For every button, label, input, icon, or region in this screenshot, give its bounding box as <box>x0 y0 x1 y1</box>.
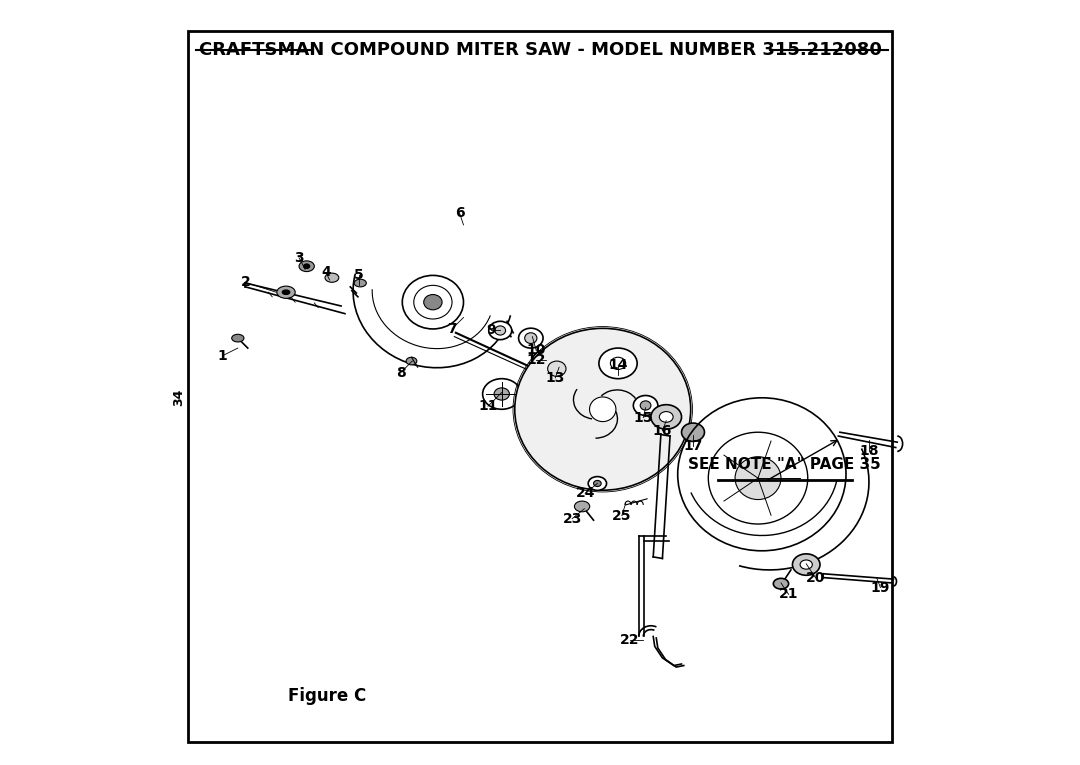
Text: 34: 34 <box>173 389 186 406</box>
Ellipse shape <box>681 423 704 441</box>
Ellipse shape <box>800 560 812 569</box>
Ellipse shape <box>299 261 314 272</box>
Text: 17: 17 <box>684 439 703 453</box>
Ellipse shape <box>525 333 537 343</box>
Ellipse shape <box>489 321 512 340</box>
Ellipse shape <box>354 279 366 287</box>
Text: 19: 19 <box>870 581 890 594</box>
Text: 15: 15 <box>634 411 653 425</box>
Ellipse shape <box>423 295 442 310</box>
Text: Figure C: Figure C <box>287 687 366 705</box>
Ellipse shape <box>406 357 417 365</box>
Ellipse shape <box>773 578 788 589</box>
Text: 5: 5 <box>354 268 364 282</box>
Ellipse shape <box>594 480 602 487</box>
Ellipse shape <box>590 397 616 422</box>
Ellipse shape <box>518 328 543 348</box>
Text: 22: 22 <box>620 633 639 647</box>
Text: 18: 18 <box>860 444 879 458</box>
Text: 12: 12 <box>526 353 545 366</box>
Ellipse shape <box>633 396 658 415</box>
Text: 21: 21 <box>779 588 798 601</box>
Text: 23: 23 <box>563 512 582 526</box>
Ellipse shape <box>575 501 590 512</box>
Ellipse shape <box>494 388 510 400</box>
Text: 13: 13 <box>545 371 565 385</box>
Ellipse shape <box>276 286 295 298</box>
Text: 2: 2 <box>241 275 251 289</box>
Ellipse shape <box>640 401 651 410</box>
Text: 24: 24 <box>576 487 595 500</box>
Ellipse shape <box>495 326 505 335</box>
Text: 1: 1 <box>218 349 228 363</box>
Ellipse shape <box>515 328 691 490</box>
Ellipse shape <box>325 273 339 282</box>
Text: 9: 9 <box>486 324 496 337</box>
Ellipse shape <box>232 334 244 342</box>
Ellipse shape <box>548 361 566 376</box>
Ellipse shape <box>532 350 559 373</box>
Text: 16: 16 <box>652 424 672 438</box>
Ellipse shape <box>651 405 681 429</box>
Text: 8: 8 <box>396 366 406 379</box>
Ellipse shape <box>659 412 673 422</box>
Ellipse shape <box>735 457 781 500</box>
Text: SEE NOTE "A" PAGE 35: SEE NOTE "A" PAGE 35 <box>688 457 881 472</box>
Ellipse shape <box>793 554 820 575</box>
Text: 4: 4 <box>321 265 330 279</box>
Ellipse shape <box>589 477 607 490</box>
Text: 20: 20 <box>806 571 825 584</box>
Ellipse shape <box>282 290 289 295</box>
Text: 14: 14 <box>608 358 627 372</box>
Ellipse shape <box>483 379 521 409</box>
Ellipse shape <box>540 356 552 366</box>
Text: 3: 3 <box>294 251 303 265</box>
Text: 11: 11 <box>478 399 498 413</box>
Text: 6: 6 <box>455 207 464 220</box>
Text: 7: 7 <box>447 322 457 336</box>
Text: CRAFTSMAN COMPOUND MITER SAW - MODEL NUMBER 315.212080: CRAFTSMAN COMPOUND MITER SAW - MODEL NUM… <box>199 41 881 59</box>
Text: 25: 25 <box>612 509 632 522</box>
Text: 10: 10 <box>526 343 545 357</box>
Ellipse shape <box>303 264 310 269</box>
Ellipse shape <box>599 348 637 379</box>
